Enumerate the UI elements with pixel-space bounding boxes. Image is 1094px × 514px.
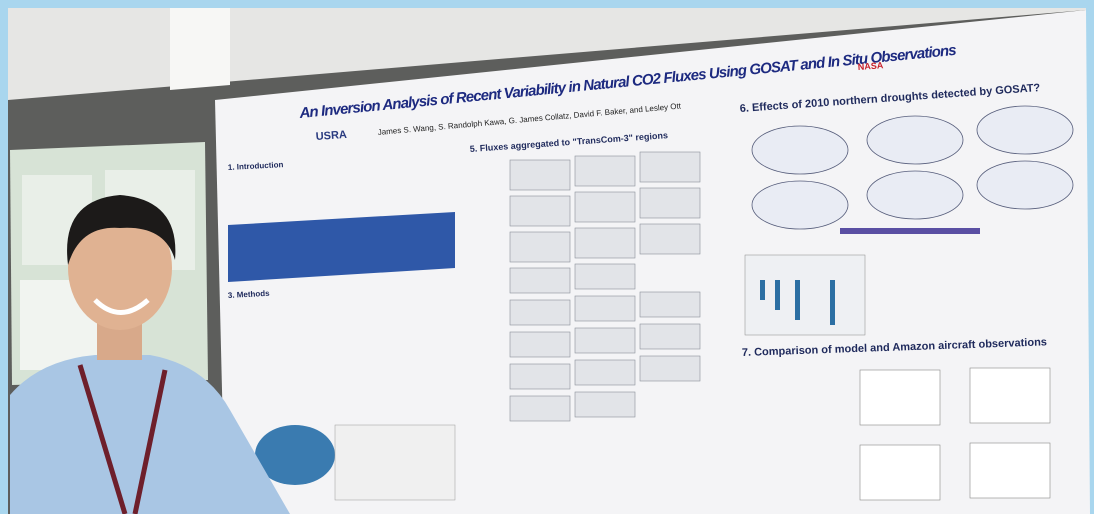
ceiling-light <box>170 8 230 90</box>
map-outline <box>335 425 455 500</box>
colorbar <box>840 228 980 234</box>
page: {"poster": { "title": "An Inversion Anal… <box>0 0 1094 514</box>
photo: An Inversion Analysis of Recent Variabil… <box>0 0 1094 514</box>
logo-nasa: NASA <box>857 60 884 72</box>
logo-usra: USRA <box>315 129 347 143</box>
